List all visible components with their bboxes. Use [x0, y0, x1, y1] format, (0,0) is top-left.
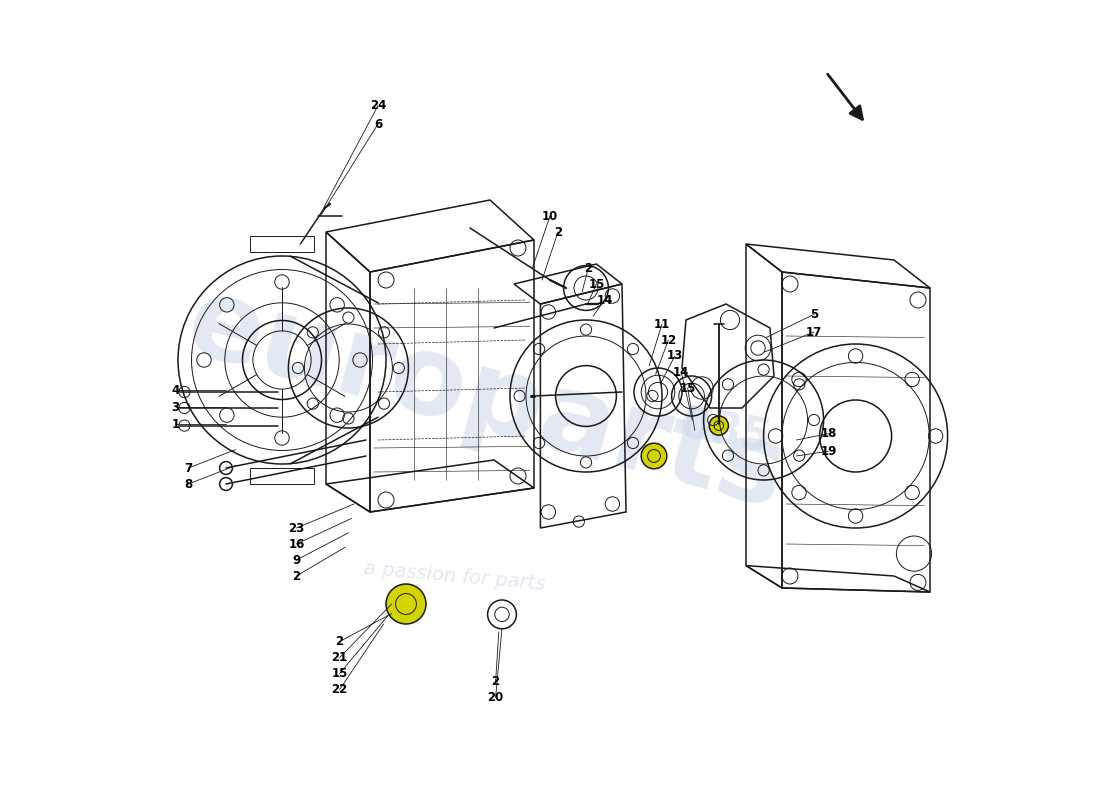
Text: 9: 9 [293, 554, 300, 566]
Text: 18: 18 [821, 427, 837, 440]
Text: 11: 11 [653, 318, 670, 330]
Text: 16: 16 [288, 538, 305, 550]
Text: 21: 21 [331, 651, 348, 664]
Text: 15: 15 [588, 278, 605, 290]
Text: 2: 2 [554, 226, 562, 238]
Circle shape [386, 584, 426, 624]
Text: 1: 1 [172, 418, 179, 430]
Text: 23: 23 [288, 522, 305, 534]
Text: 20: 20 [487, 691, 504, 704]
Text: 2: 2 [293, 570, 300, 582]
Text: europarts: europarts [175, 269, 796, 531]
Text: 7: 7 [185, 462, 192, 474]
Text: 17: 17 [806, 326, 822, 338]
Text: 10: 10 [542, 210, 558, 222]
Text: 22: 22 [331, 683, 348, 696]
Text: 3: 3 [172, 401, 179, 414]
Text: 2: 2 [492, 675, 499, 688]
Text: 6: 6 [374, 118, 382, 130]
Text: 14: 14 [596, 294, 613, 306]
Circle shape [710, 416, 728, 435]
Text: 12: 12 [660, 334, 676, 346]
Text: 24: 24 [370, 99, 386, 112]
Text: 13: 13 [667, 350, 683, 362]
Text: 14: 14 [673, 366, 690, 378]
Circle shape [641, 443, 667, 469]
Text: 8: 8 [185, 478, 192, 490]
Text: 19: 19 [821, 445, 837, 458]
Text: 085: 085 [676, 402, 776, 462]
Text: 15: 15 [680, 382, 696, 394]
Text: 4: 4 [172, 384, 179, 397]
Text: 15: 15 [331, 667, 348, 680]
Text: a passion for parts: a passion for parts [363, 558, 546, 594]
Text: 2: 2 [584, 262, 593, 274]
Text: 5: 5 [810, 308, 818, 321]
Text: 2: 2 [336, 635, 343, 648]
